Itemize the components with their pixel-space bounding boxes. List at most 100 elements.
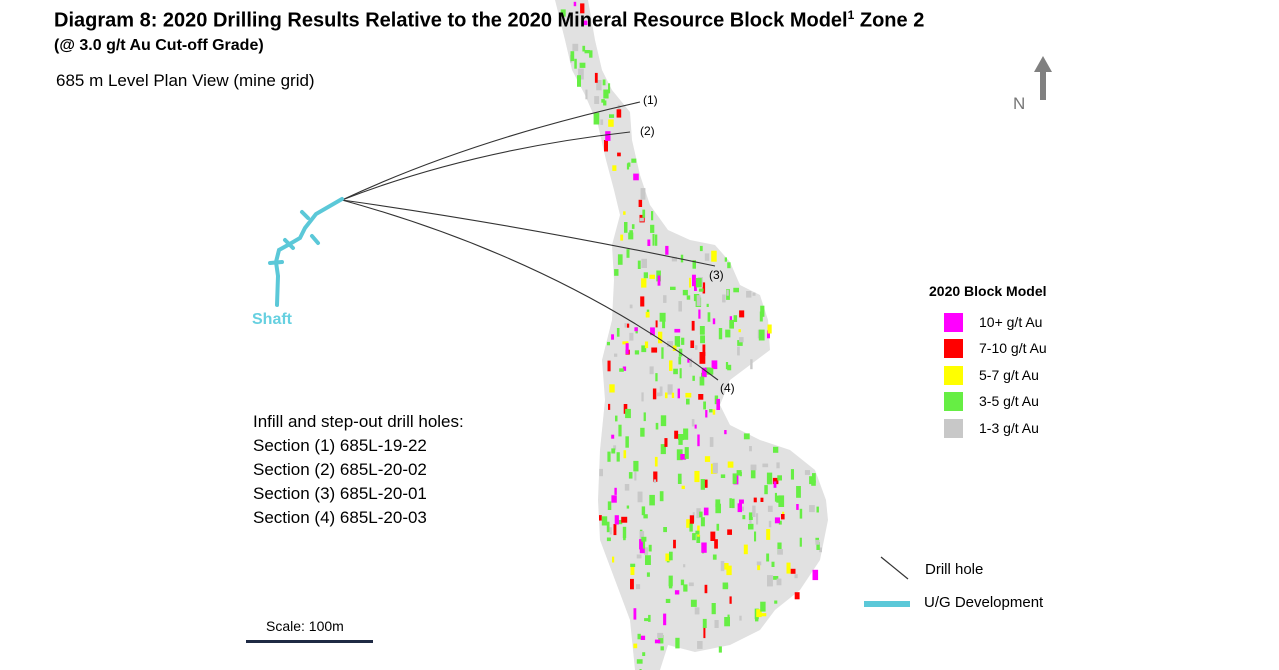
grade-block (627, 162, 631, 167)
grade-block (640, 427, 645, 437)
legend-swatch (944, 391, 963, 411)
grade-block (623, 531, 626, 541)
grade-block (689, 277, 692, 288)
grade-block (679, 368, 682, 379)
grade-block (764, 485, 768, 495)
grade-block (584, 50, 590, 54)
legend-label: 7-10 g/t Au (979, 340, 1047, 356)
grade-block (609, 384, 615, 393)
grade-block (618, 520, 623, 525)
development-legend-swatch (864, 601, 910, 607)
grade-block (740, 506, 744, 512)
grade-block (752, 505, 756, 517)
grade-block (662, 317, 666, 329)
grade-block (709, 409, 713, 413)
grade-block (692, 375, 695, 381)
legend-item: 10+ g/t Au (944, 312, 1042, 332)
grade-block (796, 486, 801, 498)
grade-block (642, 652, 646, 656)
grade-block (645, 311, 650, 318)
grade-block (725, 362, 729, 370)
grade-block (683, 564, 686, 568)
grade-block (727, 461, 734, 468)
legend-swatch (944, 312, 963, 332)
grade-block (612, 556, 615, 563)
grade-block (660, 444, 666, 455)
grade-block (715, 499, 721, 507)
grade-block (580, 3, 585, 14)
grade-block (628, 472, 633, 479)
grade-block (761, 613, 767, 617)
grade-block (809, 476, 815, 485)
grade-block (722, 582, 729, 590)
grade-block (760, 497, 764, 502)
drill-hole-list-item: Section (3) 685L-20-01 (253, 484, 427, 503)
grade-block (606, 537, 611, 542)
grade-block (819, 547, 822, 553)
grade-block (626, 323, 630, 328)
legend-label: 5-7 g/t Au (979, 367, 1039, 383)
grade-block (633, 173, 639, 181)
grade-block (658, 331, 663, 344)
grade-blocks (560, 1, 822, 670)
grade-block (739, 499, 744, 504)
grade-block (790, 469, 794, 480)
grade-block (733, 315, 738, 322)
grade-block (786, 562, 791, 574)
grade-block (709, 437, 714, 447)
grade-block (637, 260, 641, 269)
grade-block (623, 211, 626, 215)
grade-block (694, 470, 700, 483)
grade-block (631, 224, 635, 229)
grade-block (767, 330, 770, 339)
grade-block (641, 258, 647, 268)
grade-block (739, 310, 745, 318)
grade-block (675, 637, 680, 649)
grade-block (748, 512, 753, 520)
grade-block (758, 329, 765, 341)
grade-block (772, 477, 779, 485)
grade-block (624, 323, 627, 328)
grade-block (724, 430, 727, 435)
grade-block (707, 312, 711, 322)
grade-block (589, 50, 593, 58)
grade-block (641, 392, 644, 402)
grade-block (669, 360, 673, 371)
grade-block (700, 479, 705, 490)
legend-swatch (944, 365, 963, 385)
grade-block (637, 633, 641, 640)
grade-block (766, 553, 770, 562)
grade-block (695, 278, 702, 288)
grade-block (698, 309, 701, 319)
grade-block (654, 639, 661, 644)
drill-hole-marker-2: (2) (640, 124, 655, 138)
grade-block (694, 607, 700, 615)
grade-block (593, 112, 600, 125)
grade-block (607, 451, 611, 462)
grade-block (712, 462, 718, 474)
grade-block (659, 386, 663, 396)
grade-block (683, 584, 688, 592)
grade-block (697, 641, 703, 649)
legend-swatch (944, 418, 963, 438)
shaft-label: Shaft (252, 311, 292, 328)
grade-block (746, 291, 752, 298)
grade-block (767, 324, 772, 334)
grade-block (626, 249, 630, 258)
grade-block (663, 527, 667, 533)
grade-block (689, 523, 693, 532)
grade-block (668, 575, 673, 587)
grade-block (751, 523, 754, 527)
drill-hole-3 (341, 199, 716, 267)
grade-block (628, 232, 634, 240)
drill-holes (341, 101, 719, 381)
grade-block (739, 615, 742, 621)
grade-block (753, 497, 757, 503)
grade-block (749, 446, 752, 452)
grade-block (636, 554, 642, 559)
drill-hole-marker-3: (3) (709, 268, 724, 282)
drill-hole-4 (341, 199, 719, 381)
grade-block (657, 275, 661, 286)
grade-block (691, 419, 695, 427)
